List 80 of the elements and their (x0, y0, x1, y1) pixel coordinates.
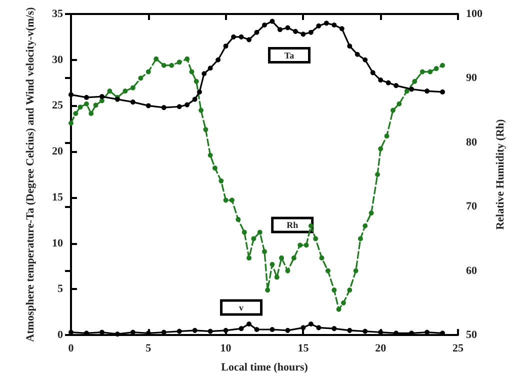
y2-tick-label: 50 (466, 329, 478, 341)
point (114, 332, 120, 337)
annotation: Rh (286, 220, 298, 230)
y2-tick-label: 80 (466, 136, 478, 148)
y-tick-label: 10 (52, 237, 64, 250)
x-tick-label: 25 (452, 342, 464, 354)
point (347, 44, 352, 49)
y2-tick-label: 60 (466, 264, 478, 277)
point (146, 103, 151, 108)
point (362, 57, 368, 62)
point (176, 328, 182, 334)
y2-tick-label: 100 (466, 8, 483, 20)
y2-tick-label: 70 (466, 200, 478, 213)
point (316, 23, 322, 28)
y-tick-label: 5 (58, 283, 64, 296)
y-tick-label: 30 (52, 54, 64, 66)
point (208, 66, 213, 71)
point (378, 78, 384, 83)
point (300, 325, 306, 330)
point (316, 325, 322, 330)
point (254, 30, 260, 35)
point (196, 89, 202, 94)
x-axis-title: Local time (hours) (221, 362, 308, 374)
point (254, 327, 260, 332)
y-tick-label: 15 (52, 191, 64, 204)
point (99, 94, 104, 100)
x-tick-label: 0 (68, 342, 74, 354)
y-tick-label: 0 (58, 329, 64, 341)
point (192, 328, 198, 333)
point (339, 26, 344, 32)
y2-axis-title: Relative Humidity (Rh) (494, 118, 506, 230)
point (202, 71, 207, 76)
point (354, 52, 360, 57)
point (308, 30, 314, 35)
point (332, 326, 337, 332)
y-tick-label: 35 (52, 8, 64, 20)
point (370, 70, 376, 76)
point (161, 105, 166, 110)
annotation: Ta (284, 50, 295, 60)
point (362, 328, 368, 334)
point (324, 20, 329, 26)
point (231, 34, 236, 40)
x-tick-label: 5 (146, 342, 152, 354)
point (440, 89, 446, 94)
y-tick-label: 20 (52, 146, 64, 158)
point (84, 94, 89, 100)
point (300, 32, 306, 37)
point (262, 22, 267, 28)
point (176, 104, 182, 110)
point (68, 92, 74, 98)
point (394, 83, 399, 88)
point (246, 321, 252, 326)
y-tick-label: 25 (52, 100, 64, 112)
point (285, 328, 290, 333)
point (292, 28, 298, 34)
annotation: v (239, 302, 244, 312)
point (308, 321, 314, 326)
point (409, 86, 414, 92)
point (424, 88, 430, 94)
point (347, 328, 352, 333)
point (216, 57, 221, 62)
x-tick-label: 15 (298, 342, 310, 354)
point (270, 18, 275, 24)
point (192, 96, 198, 102)
point (285, 25, 290, 30)
point (270, 327, 275, 332)
point (238, 34, 244, 40)
x-tick-label: 10 (220, 342, 232, 354)
point (332, 22, 337, 28)
point (238, 326, 244, 332)
point (277, 27, 282, 32)
point (246, 37, 252, 42)
y-axis-title: Atmosphere temperature-Ta (Degree Celcius) and Wind velocity-v(m/s) (24, 6, 36, 342)
y2-tick-label: 90 (466, 72, 478, 84)
point (223, 44, 228, 49)
point (208, 328, 213, 334)
point (184, 102, 190, 108)
x-tick-label: 20 (375, 342, 387, 354)
point (130, 100, 136, 105)
point (386, 80, 391, 86)
